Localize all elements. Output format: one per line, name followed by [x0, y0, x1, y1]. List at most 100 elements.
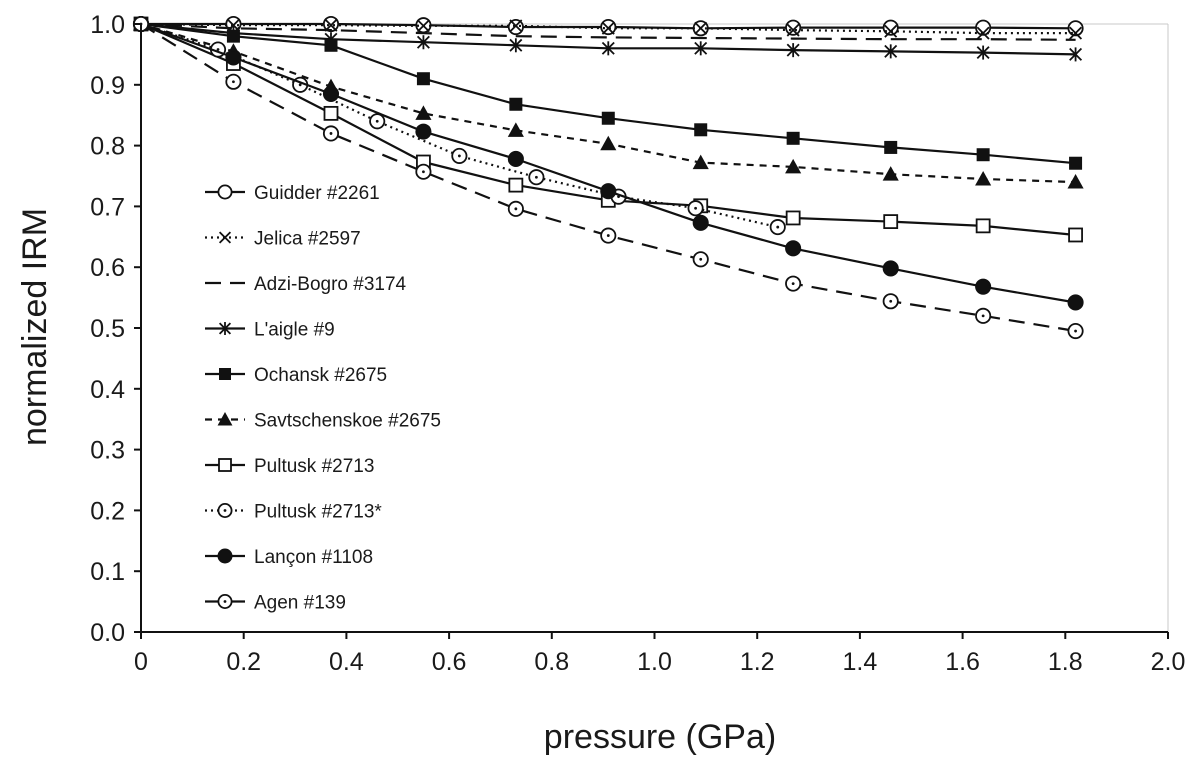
data-point — [507, 122, 524, 137]
data-point — [1067, 294, 1084, 311]
data-point-dot — [776, 225, 780, 229]
data-point — [692, 251, 709, 268]
data-point — [884, 24, 898, 38]
series-line — [140, 22, 1076, 35]
x-tick-label: 1.6 — [945, 648, 980, 676]
y-tick-label: 0.5 — [90, 315, 125, 343]
data-point-stroke — [786, 23, 800, 37]
data-point — [785, 19, 802, 36]
data-point — [218, 322, 232, 335]
series-line — [140, 22, 1076, 41]
data-point — [785, 240, 802, 257]
data-point — [600, 227, 617, 244]
data-point — [694, 41, 708, 56]
y-tick-label: 1.0 — [90, 11, 125, 39]
x-tick-label: 0.4 — [329, 648, 364, 676]
data-point — [785, 275, 802, 292]
data-point — [975, 170, 992, 186]
data-point — [601, 21, 615, 35]
data-point — [416, 35, 430, 50]
data-point — [217, 412, 233, 426]
data-point — [369, 113, 386, 130]
data-point — [975, 307, 992, 324]
data-point — [694, 123, 708, 137]
data-point-dot — [422, 170, 425, 174]
data-point — [882, 166, 899, 181]
data-point-stroke — [884, 24, 898, 38]
data-point — [601, 111, 615, 125]
data-point — [692, 154, 709, 170]
data-point-stroke — [694, 21, 708, 35]
data-point — [786, 23, 800, 37]
y-tick-label: 0.2 — [90, 497, 125, 525]
data-point — [883, 214, 899, 230]
data-point — [882, 293, 899, 310]
data-point — [786, 131, 800, 145]
data-point-dot — [514, 207, 518, 211]
data-point — [975, 218, 991, 234]
legend-item-adzi-bogro-3174: Adzi-Bogro #3174 — [205, 274, 407, 295]
y-tick-label: 0.3 — [90, 437, 125, 465]
data-point-dot — [375, 119, 379, 123]
data-point — [976, 148, 990, 162]
x-tick-label: 0.2 — [226, 648, 261, 676]
data-point-stroke — [218, 231, 232, 244]
data-point — [415, 123, 432, 140]
data-point-stroke — [416, 19, 430, 33]
data-point-dot — [889, 299, 893, 303]
legend-item-pultusk-2713: Pultusk #2713 — [205, 456, 374, 477]
data-point — [323, 105, 339, 121]
legend-item-guidder-2261: Guidder #2261 — [205, 183, 380, 204]
data-point — [601, 41, 615, 56]
data-point — [785, 158, 802, 174]
legend-label: Savtschenskoe #2675 — [254, 411, 441, 432]
data-point-dot — [232, 80, 235, 84]
data-point — [509, 97, 523, 111]
series-layer — [132, 15, 1084, 340]
data-point — [1067, 322, 1084, 340]
axes: 0 0.2 0.4 0.6 0.8 1.0 1.2 1.4 1.6 1.8 2.0 0.0 0.1 0.2… — [90, 11, 1185, 676]
data-point-dot — [223, 600, 227, 603]
data-point — [322, 125, 340, 142]
data-point — [692, 214, 709, 231]
data-point — [786, 43, 800, 58]
data-point — [415, 163, 432, 180]
data-point — [217, 184, 233, 200]
data-point — [884, 140, 898, 154]
data-point-dot — [216, 48, 220, 51]
x-tick-label: 0 — [134, 648, 148, 676]
data-point — [217, 502, 233, 518]
series-agen-139 — [132, 15, 1084, 340]
y-tick-label: 0.4 — [90, 376, 125, 404]
x-tick-label: 1.0 — [637, 648, 672, 676]
legend-item-pultusk-2713: Pultusk #2713* — [205, 502, 382, 523]
data-point — [322, 85, 340, 102]
y-tick-label: 0.7 — [90, 193, 125, 221]
data-point — [528, 169, 545, 186]
data-point — [225, 73, 242, 90]
data-point-stroke — [509, 19, 523, 33]
data-point — [1069, 47, 1083, 62]
data-point-dot — [606, 234, 610, 237]
data-point-dot — [1074, 329, 1077, 333]
y-tick-label: 0.1 — [90, 558, 125, 586]
data-point — [217, 548, 233, 564]
data-point — [687, 200, 704, 217]
x-tick-label: 2.0 — [1151, 648, 1186, 676]
legend-item-ochansk-2675: Ochansk #2675 — [205, 365, 387, 386]
legend-item-l-aigle-9: L'aigle #9 — [205, 320, 335, 341]
series-adzi-bogro-3174 — [140, 22, 1076, 41]
data-point — [694, 21, 708, 35]
legend-item-agen-139: Agen #139 — [205, 593, 346, 614]
y-tick-label: 0.0 — [90, 619, 125, 647]
legend: Guidder #2261 Jelica #2597 Adzi-Bogro #317… — [205, 183, 441, 614]
data-point — [226, 29, 240, 43]
data-point — [1068, 227, 1083, 243]
data-point-dot — [981, 314, 985, 318]
y-tick-label: 0.6 — [90, 254, 125, 282]
data-point-dot — [699, 257, 703, 261]
data-point — [415, 105, 432, 120]
y-tick-label: 0.9 — [90, 72, 125, 100]
data-point-dot — [329, 132, 333, 135]
